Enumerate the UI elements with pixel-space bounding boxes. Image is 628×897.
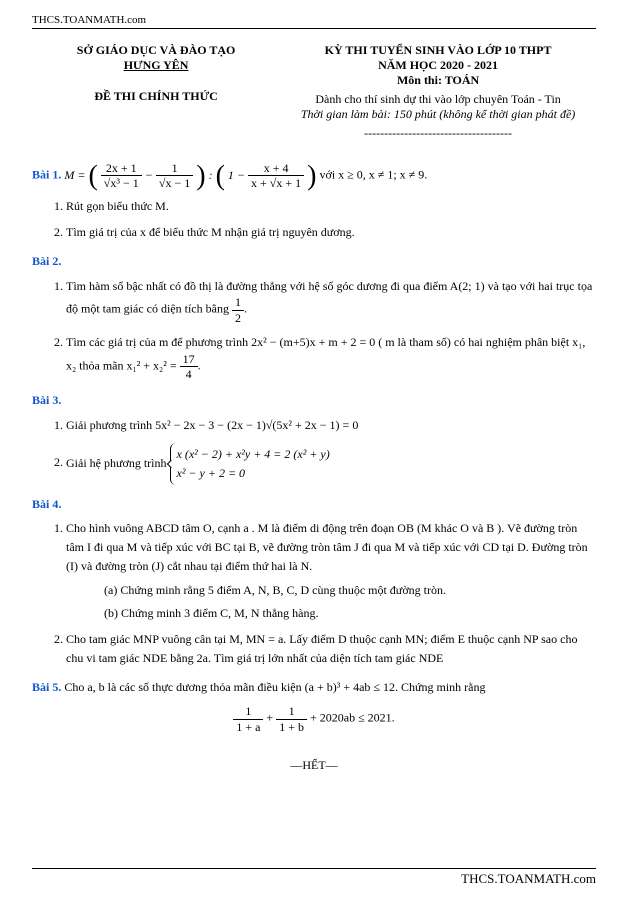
exam-header: SỞ GIÁO DỤC VÀ ĐÀO TẠO HƯNG YÊN ĐỀ THI C… xyxy=(32,43,596,141)
bai2-item2: Tìm các giá trị của m để phương trình 2x… xyxy=(66,333,596,381)
official-line: ĐỀ THI CHÍNH THỨC xyxy=(32,89,280,104)
paren-open: ( xyxy=(88,160,97,191)
bai4-list: Cho hình vuông ABCD tâm O, cạnh a . M là… xyxy=(32,519,596,667)
bai2-label: Bài 2. xyxy=(32,254,61,268)
bai2: Bài 2. xyxy=(32,252,596,271)
duration-line: Thời gian làm bài: 150 phút (không kể th… xyxy=(280,107,596,122)
frac1-num: 2x + 1 xyxy=(101,161,142,176)
sys-row2: x² − y + 2 = 0 xyxy=(177,464,330,483)
org-line: SỞ GIÁO DỤC VÀ ĐÀO TẠO xyxy=(32,43,280,58)
paren-close-2: ) xyxy=(307,160,316,191)
paren-close: ) xyxy=(196,160,205,191)
bai3-item1: Giải phương trình 5x² − 2x − 3 − (2x − 1… xyxy=(66,416,596,435)
bai4-label: Bài 4. xyxy=(32,497,61,511)
frac1-den: √x³ − 1 xyxy=(101,176,142,190)
bai4-item1: Cho hình vuông ABCD tâm O, cạnh a . M là… xyxy=(66,519,596,622)
bai5-tail: + 2020ab ≤ 2021. xyxy=(310,711,395,725)
bai1-item2: Tìm giá trị của x để biểu thức M nhận gi… xyxy=(66,223,596,242)
bai5-frac2: 1 1 + b xyxy=(276,704,307,734)
bai5-frac1: 1 1 + a xyxy=(233,704,263,734)
frac2: 1 √x − 1 xyxy=(156,161,193,191)
var-m: M xyxy=(64,168,74,182)
bai1-list: Rút gọn biểu thức M. Tìm giá trị của x đ… xyxy=(32,197,596,242)
system-brace: x (x² − 2) + x²y + 4 = 2 (x² + y) x² − y… xyxy=(170,443,330,485)
bai4: Bài 4. xyxy=(32,495,596,514)
bai4-sub: (a) Chứng minh rằng 5 điểm A, N, B, C, D… xyxy=(66,581,596,622)
bai3-list: Giải phương trình 5x² − 2x − 3 − (2x − 1… xyxy=(32,416,596,485)
bai3-item2: Giải hệ phương trình x (x² − 2) + x²y + … xyxy=(66,443,596,485)
bai2-item1-text-b: . xyxy=(244,302,247,316)
bai1-label: Bài 1. xyxy=(32,168,61,182)
bai2-frac2: 17 4 xyxy=(180,352,198,382)
province-line: HƯNG YÊN xyxy=(32,58,280,73)
minus: − xyxy=(145,168,156,182)
bai4-sub-b: (b) Chứng minh 3 điểm C, M, N thẳng hàng… xyxy=(104,604,596,623)
bai2-item1: Tìm hàm số bậc nhất có đồ thị là đường t… xyxy=(66,277,596,325)
bai2-list: Tìm hàm số bậc nhất có đồ thị là đường t… xyxy=(32,277,596,382)
eq: = xyxy=(74,168,88,182)
bai5-plus: + xyxy=(266,711,276,725)
one-minus: 1 − xyxy=(228,168,248,182)
bai3: Bài 3. xyxy=(32,391,596,410)
frac2-den: √x − 1 xyxy=(156,176,193,190)
header-left: SỞ GIÁO DỤC VÀ ĐÀO TẠO HƯNG YÊN ĐỀ THI C… xyxy=(32,43,280,141)
site-header: THCS.TOANMATH.com xyxy=(32,14,596,26)
header-right: KỲ THI TUYỂN SINH VÀO LỚP 10 THPT NĂM HỌ… xyxy=(280,43,596,141)
frac1: 2x + 1 √x³ − 1 xyxy=(101,161,142,191)
bai4-item2: Cho tam giác MNP vuông cân tại M, MN = a… xyxy=(66,630,596,667)
bai1-expression: M = ( 2x + 1 √x³ − 1 − 1 √x − 1 ) : ( 1 … xyxy=(64,168,319,182)
bai5-inequality: 1 1 + a + 1 1 + b + 2020ab ≤ 2021. xyxy=(32,704,596,734)
paren-open-2: ( xyxy=(216,160,225,191)
colon: : xyxy=(209,168,216,182)
frac3: x + 4 x + √x + 1 xyxy=(248,161,304,191)
bai4-item1-text: Cho hình vuông ABCD tâm O, cạnh a . M là… xyxy=(66,521,588,572)
footer: THCS.TOANMATH.com xyxy=(32,868,596,887)
bai4-sub-a: (a) Chứng minh rằng 5 điểm A, N, B, C, D… xyxy=(104,581,596,600)
bai5-label: Bài 5. xyxy=(32,680,61,694)
content: Bài 1. M = ( 2x + 1 √x³ − 1 − 1 √x − 1 )… xyxy=(32,161,596,775)
site-footer: THCS.TOANMATH.com xyxy=(32,871,596,887)
frac2-num: 1 xyxy=(156,161,193,176)
bai2-item2-text-a: Tìm các giá trị của m để phương trình 2x… xyxy=(66,335,585,372)
bai5: Bài 5. Cho a, b là các số thực dương thỏ… xyxy=(32,678,596,697)
bai1-item1: Rút gọn biểu thức M. xyxy=(66,197,596,216)
bai3-item2-lead: Giải hệ phương trình xyxy=(66,455,170,469)
frac3-num: x + 4 xyxy=(248,161,304,176)
bai1: Bài 1. M = ( 2x + 1 √x³ − 1 − 1 √x − 1 )… xyxy=(32,161,596,191)
bai3-label: Bài 3. xyxy=(32,393,61,407)
dashes: ------------------------------------- xyxy=(280,126,596,141)
bai2-frac: 1 2 xyxy=(232,295,244,325)
frac3-den: x + √x + 1 xyxy=(248,176,304,190)
subject-line: Môn thi: TOÁN xyxy=(280,73,596,88)
bai2-item1-text-a: Tìm hàm số bậc nhất có đồ thị là đường t… xyxy=(66,279,592,316)
sys-row1: x (x² − 2) + x²y + 4 = 2 (x² + y) xyxy=(177,445,330,464)
top-rule xyxy=(32,28,596,29)
audience-line: Dành cho thí sinh dự thi vào lớp chuyên … xyxy=(280,92,596,107)
year-line: NĂM HỌC 2020 - 2021 xyxy=(280,58,596,73)
bottom-rule xyxy=(32,868,596,869)
bai1-condition: với x ≥ 0, x ≠ 1; x ≠ 9. xyxy=(320,168,428,182)
exam-title: KỲ THI TUYỂN SINH VÀO LỚP 10 THPT xyxy=(280,43,596,58)
bai2-item2-text-b: . xyxy=(198,358,201,372)
bai5-lead: Cho a, b là các số thực dương thỏa mãn đ… xyxy=(64,680,485,694)
end-marker: —HẾT— xyxy=(32,756,596,775)
